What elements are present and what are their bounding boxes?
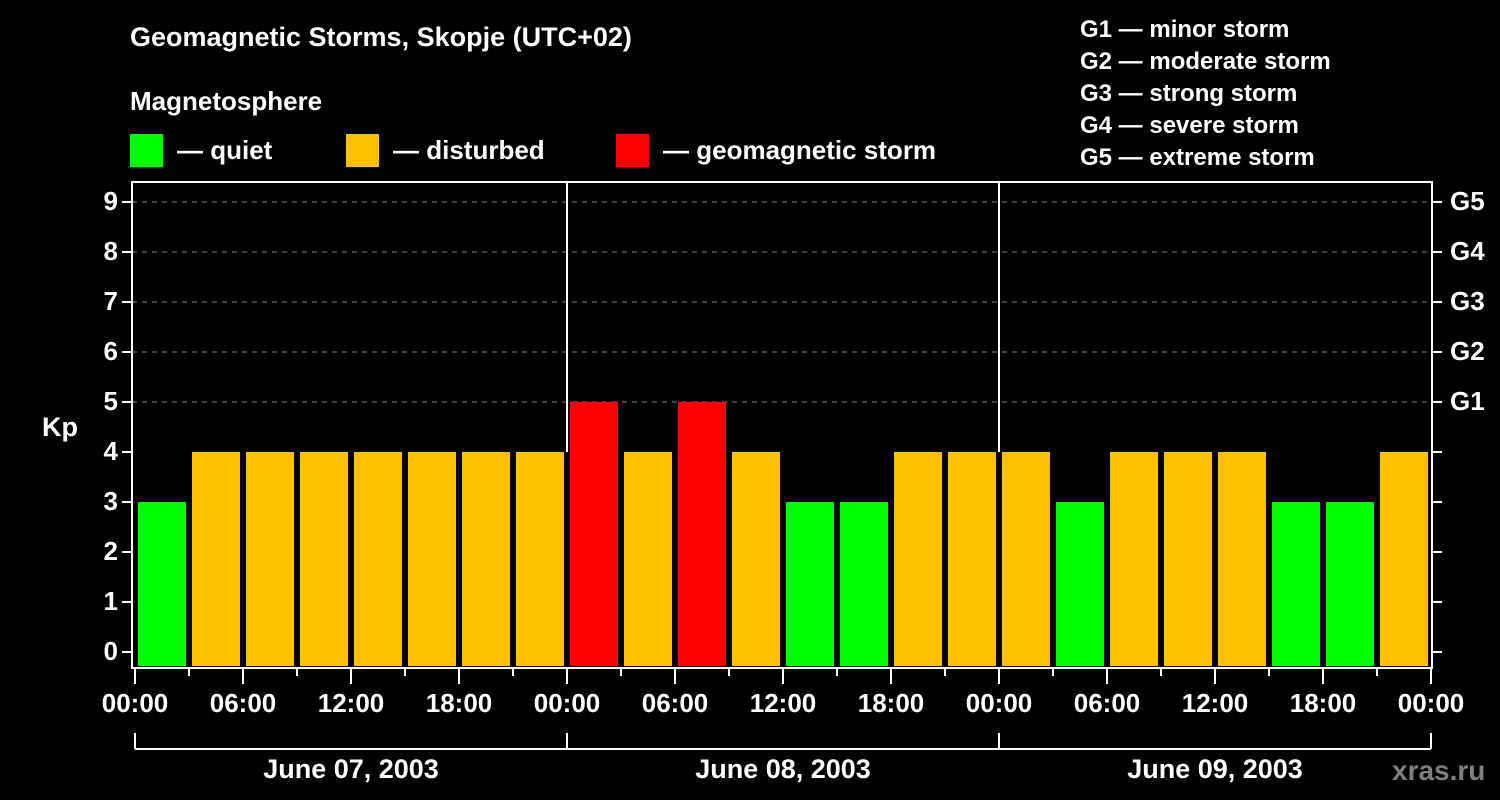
x-tick-label: 12:00 — [1181, 688, 1249, 718]
kp-bar — [1380, 452, 1428, 666]
y-tick-label: 3 — [103, 486, 118, 516]
g-scale-item: G1 — minor storm — [1080, 16, 1290, 43]
y-tick-label: 6 — [103, 336, 118, 366]
g-scale-item: G3 — strong storm — [1080, 80, 1298, 107]
y-tick-label: 0 — [103, 636, 118, 666]
g-scale-tick-label: G1 — [1450, 386, 1485, 416]
legend-label-disturbed: — disturbed — [393, 134, 545, 165]
y-tick-label: 5 — [103, 386, 118, 416]
chart-subtitle: Magnetosphere — [130, 86, 323, 116]
g-scale-item: G5 — extreme storm — [1080, 144, 1315, 171]
x-tick-label: 00:00 — [101, 688, 169, 718]
x-tick-label: 12:00 — [749, 688, 817, 718]
kp-bar — [1164, 452, 1212, 666]
x-tick-label: 18:00 — [857, 688, 925, 718]
chart-title: Geomagnetic Storms, Skopje (UTC+02) — [130, 22, 632, 52]
x-tick-label: 06:00 — [641, 688, 709, 718]
g-scale-tick-label: G2 — [1450, 336, 1485, 366]
x-tick-label: 12:00 — [317, 688, 385, 718]
kp-bar — [1218, 452, 1266, 666]
g-scale-tick-label: G5 — [1450, 186, 1485, 216]
y-tick-label: 4 — [103, 436, 118, 466]
kp-bar — [948, 452, 996, 666]
legend-item-disturbed: — disturbed — [346, 133, 545, 167]
kp-bar — [192, 452, 240, 666]
legend-swatch-quiet — [130, 133, 163, 167]
kp-bar — [1110, 452, 1158, 666]
y-axis-label: Kp — [42, 412, 78, 442]
y-tick-label: 2 — [103, 536, 118, 566]
g-scale-legend: G1 — minor storm G2 — moderate storm G3 … — [1080, 14, 1331, 174]
kp-bar — [894, 452, 942, 666]
x-tick-label: 18:00 — [1289, 688, 1357, 718]
legend-item-quiet: — quiet — [130, 133, 272, 167]
watermark: xras.ru — [1392, 755, 1486, 786]
kp-bar — [786, 502, 834, 666]
kp-bar — [246, 452, 294, 666]
x-tick-label: 06:00 — [1073, 688, 1141, 718]
kp-bar — [840, 502, 888, 666]
legend-swatch-disturbed — [346, 133, 379, 167]
g-scale-item: G2 — moderate storm — [1080, 48, 1331, 75]
kp-bar — [354, 452, 402, 666]
kp-bar — [1272, 502, 1320, 666]
date-label: June 07, 2003 — [263, 754, 439, 784]
y-tick-label: 1 — [103, 586, 118, 616]
legend-item-storm: — geomagnetic storm — [616, 133, 936, 167]
x-tick-label: 00:00 — [965, 688, 1033, 718]
x-tick-label: 06:00 — [209, 688, 277, 718]
kp-bar — [1002, 452, 1050, 666]
g-scale-tick-label: G4 — [1450, 236, 1485, 266]
x-tick-label: 18:00 — [425, 688, 493, 718]
y-tick-label: 9 — [103, 186, 118, 216]
legend-swatch-storm — [616, 133, 649, 167]
kp-bar — [732, 452, 780, 666]
kp-bar — [408, 452, 456, 666]
y-tick-label: 8 — [103, 236, 118, 266]
kp-bar — [300, 452, 348, 666]
date-label: June 09, 2003 — [1127, 754, 1303, 784]
kp-bar — [516, 452, 564, 666]
x-tick-label: 00:00 — [533, 688, 601, 718]
kp-bar — [624, 452, 672, 666]
date-label: June 08, 2003 — [695, 754, 871, 784]
kp-bar — [138, 502, 186, 666]
x-tick-label: 00:00 — [1397, 688, 1465, 718]
kp-bar — [462, 452, 510, 666]
legend-label-storm: — geomagnetic storm — [663, 134, 937, 165]
g-scale-tick-label: G3 — [1450, 286, 1485, 316]
y-tick-label: 7 — [103, 286, 118, 316]
legend-label-quiet: — quiet — [177, 134, 273, 165]
kp-bar — [570, 402, 618, 666]
g-scale-item: G4 — severe storm — [1080, 112, 1299, 139]
kp-bar — [1326, 502, 1374, 666]
kp-bar — [678, 402, 726, 666]
kp-bar — [1056, 502, 1104, 666]
